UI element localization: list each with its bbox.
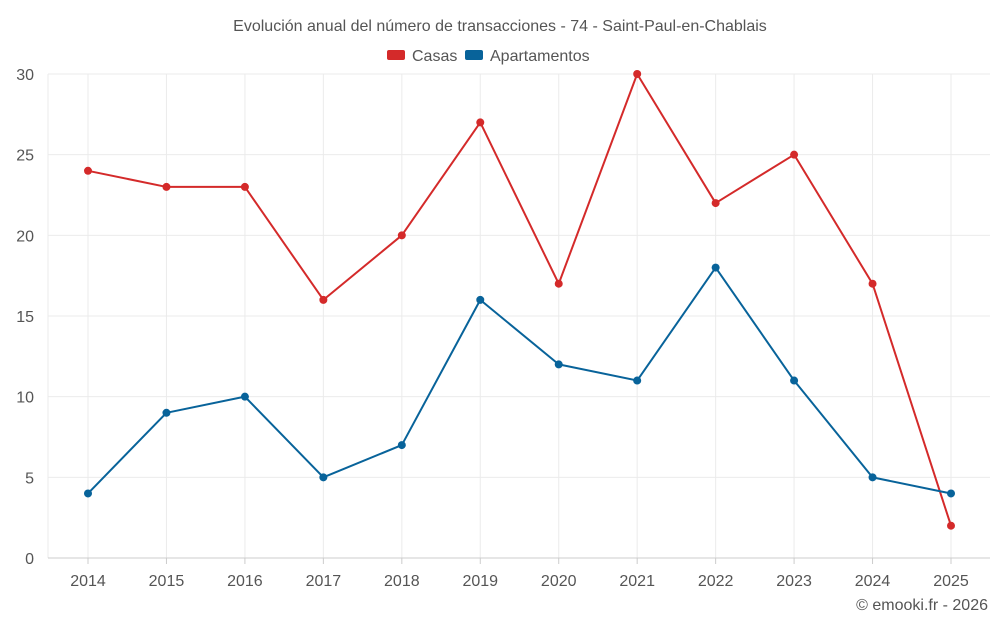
y-tick-label: 25 [16,148,34,165]
x-axis-ticks: 2014 2015 2016 2017 2018 2019 2020 2021 2022 2023… [70,573,969,590]
legend-label[interactable]: Casas [412,48,457,65]
data-point[interactable] [868,473,877,482]
data-point[interactable] [476,118,485,127]
x-tick-label: 2022 [698,573,734,590]
x-tick-label: 2017 [306,573,342,590]
x-tick-label: 2023 [776,573,812,590]
data-point[interactable] [711,263,720,272]
x-tick-label: 2024 [855,573,891,590]
series-line [87,73,952,527]
data-point[interactable] [790,150,799,159]
x-tick-label: 2016 [227,573,263,590]
chart-title: Evolución anual del número de transaccio… [233,18,767,35]
data-point[interactable] [633,376,642,385]
y-tick-label: 20 [16,228,34,245]
data-point[interactable] [947,521,955,530]
y-tick-label: 0 [25,551,34,568]
y-gridlines [48,73,990,478]
series-apartamentos [84,263,955,498]
x-tick-label: 2020 [541,573,577,590]
data-point[interactable] [397,231,406,240]
data-point[interactable] [162,408,171,417]
x-tick-label: 2014 [70,573,106,590]
y-tick-label: 10 [16,390,34,407]
data-point[interactable] [397,441,406,450]
x-tick-label: 2019 [462,573,498,590]
data-point[interactable] [240,392,249,401]
x-tick-label: 2015 [149,573,185,590]
credit-text: © emooki.fr - 2026 [856,597,988,614]
data-point[interactable] [162,182,171,191]
data-point[interactable] [711,199,720,208]
data-point[interactable] [319,473,328,482]
data-point[interactable] [633,70,642,78]
data-point[interactable] [84,166,92,175]
series-group [84,70,955,530]
data-point[interactable] [947,489,955,498]
legend-label[interactable]: Apartamentos [490,48,590,65]
y-axis-ticks: 0 5 10 15 20 25 30 [16,67,34,568]
data-point[interactable] [476,295,485,304]
series-casas [84,70,955,530]
data-point[interactable] [554,279,563,288]
x-gridlines [47,74,952,564]
x-tick-label: 2025 [933,573,969,590]
x-tick-label: 2018 [384,573,420,590]
data-point[interactable] [868,279,877,288]
data-point[interactable] [240,182,249,191]
series-line [87,266,952,495]
legend: Casas Apartamentos [387,48,590,65]
y-tick-label: 5 [25,470,34,487]
data-point[interactable] [790,376,799,385]
x-tick-label: 2021 [619,573,655,590]
data-point[interactable] [554,360,563,369]
legend-swatch [387,50,405,60]
y-tick-label: 15 [16,309,34,326]
legend-swatch [465,50,483,60]
data-point[interactable] [319,295,328,304]
y-tick-label: 30 [16,67,34,84]
data-point[interactable] [84,489,92,498]
